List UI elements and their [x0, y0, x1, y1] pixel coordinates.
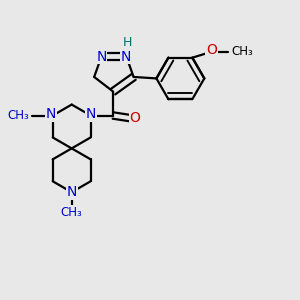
Text: N: N	[85, 107, 96, 121]
Text: N: N	[67, 185, 77, 199]
Text: O: O	[130, 111, 140, 125]
Text: CH₃: CH₃	[232, 45, 254, 58]
Text: CH₃: CH₃	[61, 206, 82, 219]
Text: O: O	[206, 44, 217, 57]
Text: N: N	[121, 50, 131, 64]
Text: N: N	[96, 50, 107, 64]
Text: N: N	[46, 107, 56, 121]
Text: H: H	[123, 36, 133, 49]
Text: CH₃: CH₃	[7, 109, 29, 122]
